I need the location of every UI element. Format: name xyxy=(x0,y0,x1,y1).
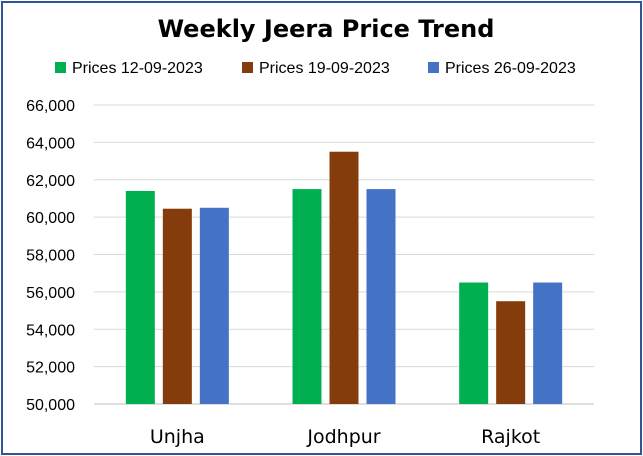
legend: Prices 12-09-2023 Prices 19-09-2023 Prices… xyxy=(55,60,576,77)
bar xyxy=(199,207,229,404)
y-tick-label: 52,000 xyxy=(26,360,75,377)
x-tick-label: Jodhpur xyxy=(306,426,380,448)
x-tick-label: Unjha xyxy=(150,426,205,448)
y-tick-label: 50,000 xyxy=(26,397,75,414)
legend-label: Prices 19-09-2023 xyxy=(259,60,390,77)
bar xyxy=(292,189,322,404)
y-tick-label: 66,000 xyxy=(26,98,75,115)
chart-title: Weekly Jeera Price Trend xyxy=(158,15,495,43)
legend-swatch xyxy=(242,62,253,73)
bar xyxy=(366,189,396,404)
legend-label: Prices 12-09-2023 xyxy=(72,60,203,77)
y-tick-label: 58,000 xyxy=(26,248,75,265)
bar xyxy=(459,282,489,404)
legend-label: Prices 26-09-2023 xyxy=(445,60,576,77)
y-axis: 50,000 52,000 54,000 56,000 58,000 60,000 62,0… xyxy=(26,98,75,414)
y-tick-label: 54,000 xyxy=(26,322,75,339)
legend-swatch xyxy=(428,62,439,73)
bar xyxy=(162,208,192,404)
legend-swatch xyxy=(55,62,66,73)
x-tick-label: Rajkot xyxy=(481,426,540,448)
bar xyxy=(125,190,155,404)
y-tick-label: 64,000 xyxy=(26,135,75,152)
bar xyxy=(496,301,526,404)
bar xyxy=(329,151,359,404)
x-axis: Unjha Jodhpur Rajkot xyxy=(150,426,540,448)
y-tick-label: 62,000 xyxy=(26,173,75,190)
y-tick-label: 56,000 xyxy=(26,285,75,302)
y-tick-label: 60,000 xyxy=(26,210,75,227)
bar xyxy=(533,282,563,404)
bars xyxy=(125,151,563,404)
